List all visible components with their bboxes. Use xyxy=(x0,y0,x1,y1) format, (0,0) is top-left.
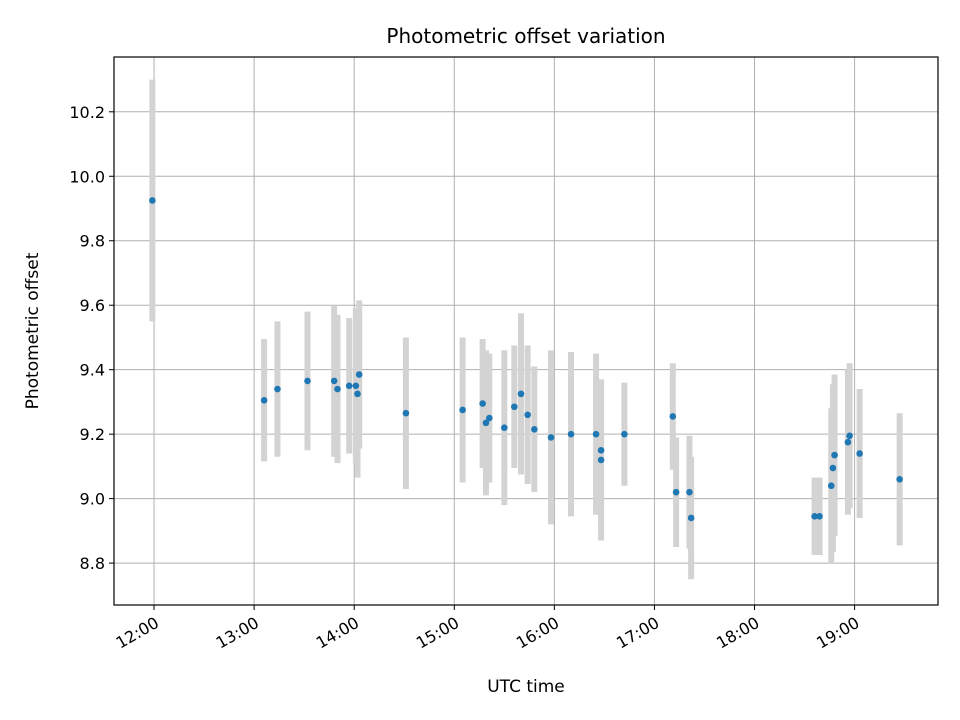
y-tick-label: 9.4 xyxy=(80,361,105,380)
data-point xyxy=(621,430,628,438)
data-point xyxy=(304,377,311,385)
data-point xyxy=(330,377,338,385)
data-point xyxy=(669,413,677,420)
data-point xyxy=(672,488,680,496)
data-point xyxy=(486,414,493,422)
data-point xyxy=(355,371,363,378)
data-point xyxy=(547,434,555,441)
data-point xyxy=(524,411,531,419)
data-point xyxy=(597,446,605,454)
y-axis-ticks: 8.8 9.0 9.2 9.4 9.6 9.8 10.0 10.2 xyxy=(69,103,114,573)
data-point xyxy=(352,382,360,390)
y-tick-label: 9.0 xyxy=(80,490,105,509)
y-tick-label: 10.2 xyxy=(69,103,105,122)
data-point xyxy=(687,514,695,522)
data-point xyxy=(501,424,508,432)
y-tick-label: 8.8 xyxy=(80,554,105,573)
y-tick-label: 9.8 xyxy=(80,232,105,251)
data-point xyxy=(354,390,361,398)
data-point xyxy=(846,432,853,440)
y-tick-label: 9.6 xyxy=(80,296,105,315)
data-point xyxy=(896,475,903,483)
data-points xyxy=(149,197,903,522)
data-point xyxy=(260,397,268,404)
data-point xyxy=(479,400,486,407)
data-point xyxy=(149,197,156,204)
plot-frame xyxy=(113,56,939,606)
data-point xyxy=(517,390,525,398)
data-point xyxy=(816,513,823,520)
data-point xyxy=(831,451,838,459)
data-point xyxy=(844,438,852,446)
data-point xyxy=(856,450,863,457)
data-point xyxy=(402,409,410,417)
data-point xyxy=(829,464,837,472)
x-axis-title: UTC time xyxy=(487,677,565,697)
data-point xyxy=(459,406,466,414)
y-axis-title: Photometric offset xyxy=(23,252,43,409)
data-point xyxy=(482,419,490,427)
data-point xyxy=(827,482,835,490)
data-point xyxy=(686,488,693,496)
data-point xyxy=(511,403,518,411)
data-point xyxy=(592,430,600,438)
data-point xyxy=(274,385,281,393)
data-point xyxy=(597,456,605,464)
data-point xyxy=(531,426,538,433)
data-point xyxy=(811,513,818,520)
plot-area xyxy=(114,57,938,605)
y-tick-label: 9.2 xyxy=(80,425,105,444)
y-tick-label: 10.0 xyxy=(69,167,105,186)
data-point xyxy=(334,385,341,393)
data-point xyxy=(567,430,575,438)
chart-title: Photometric offset variation xyxy=(386,24,665,48)
data-point xyxy=(345,382,353,390)
